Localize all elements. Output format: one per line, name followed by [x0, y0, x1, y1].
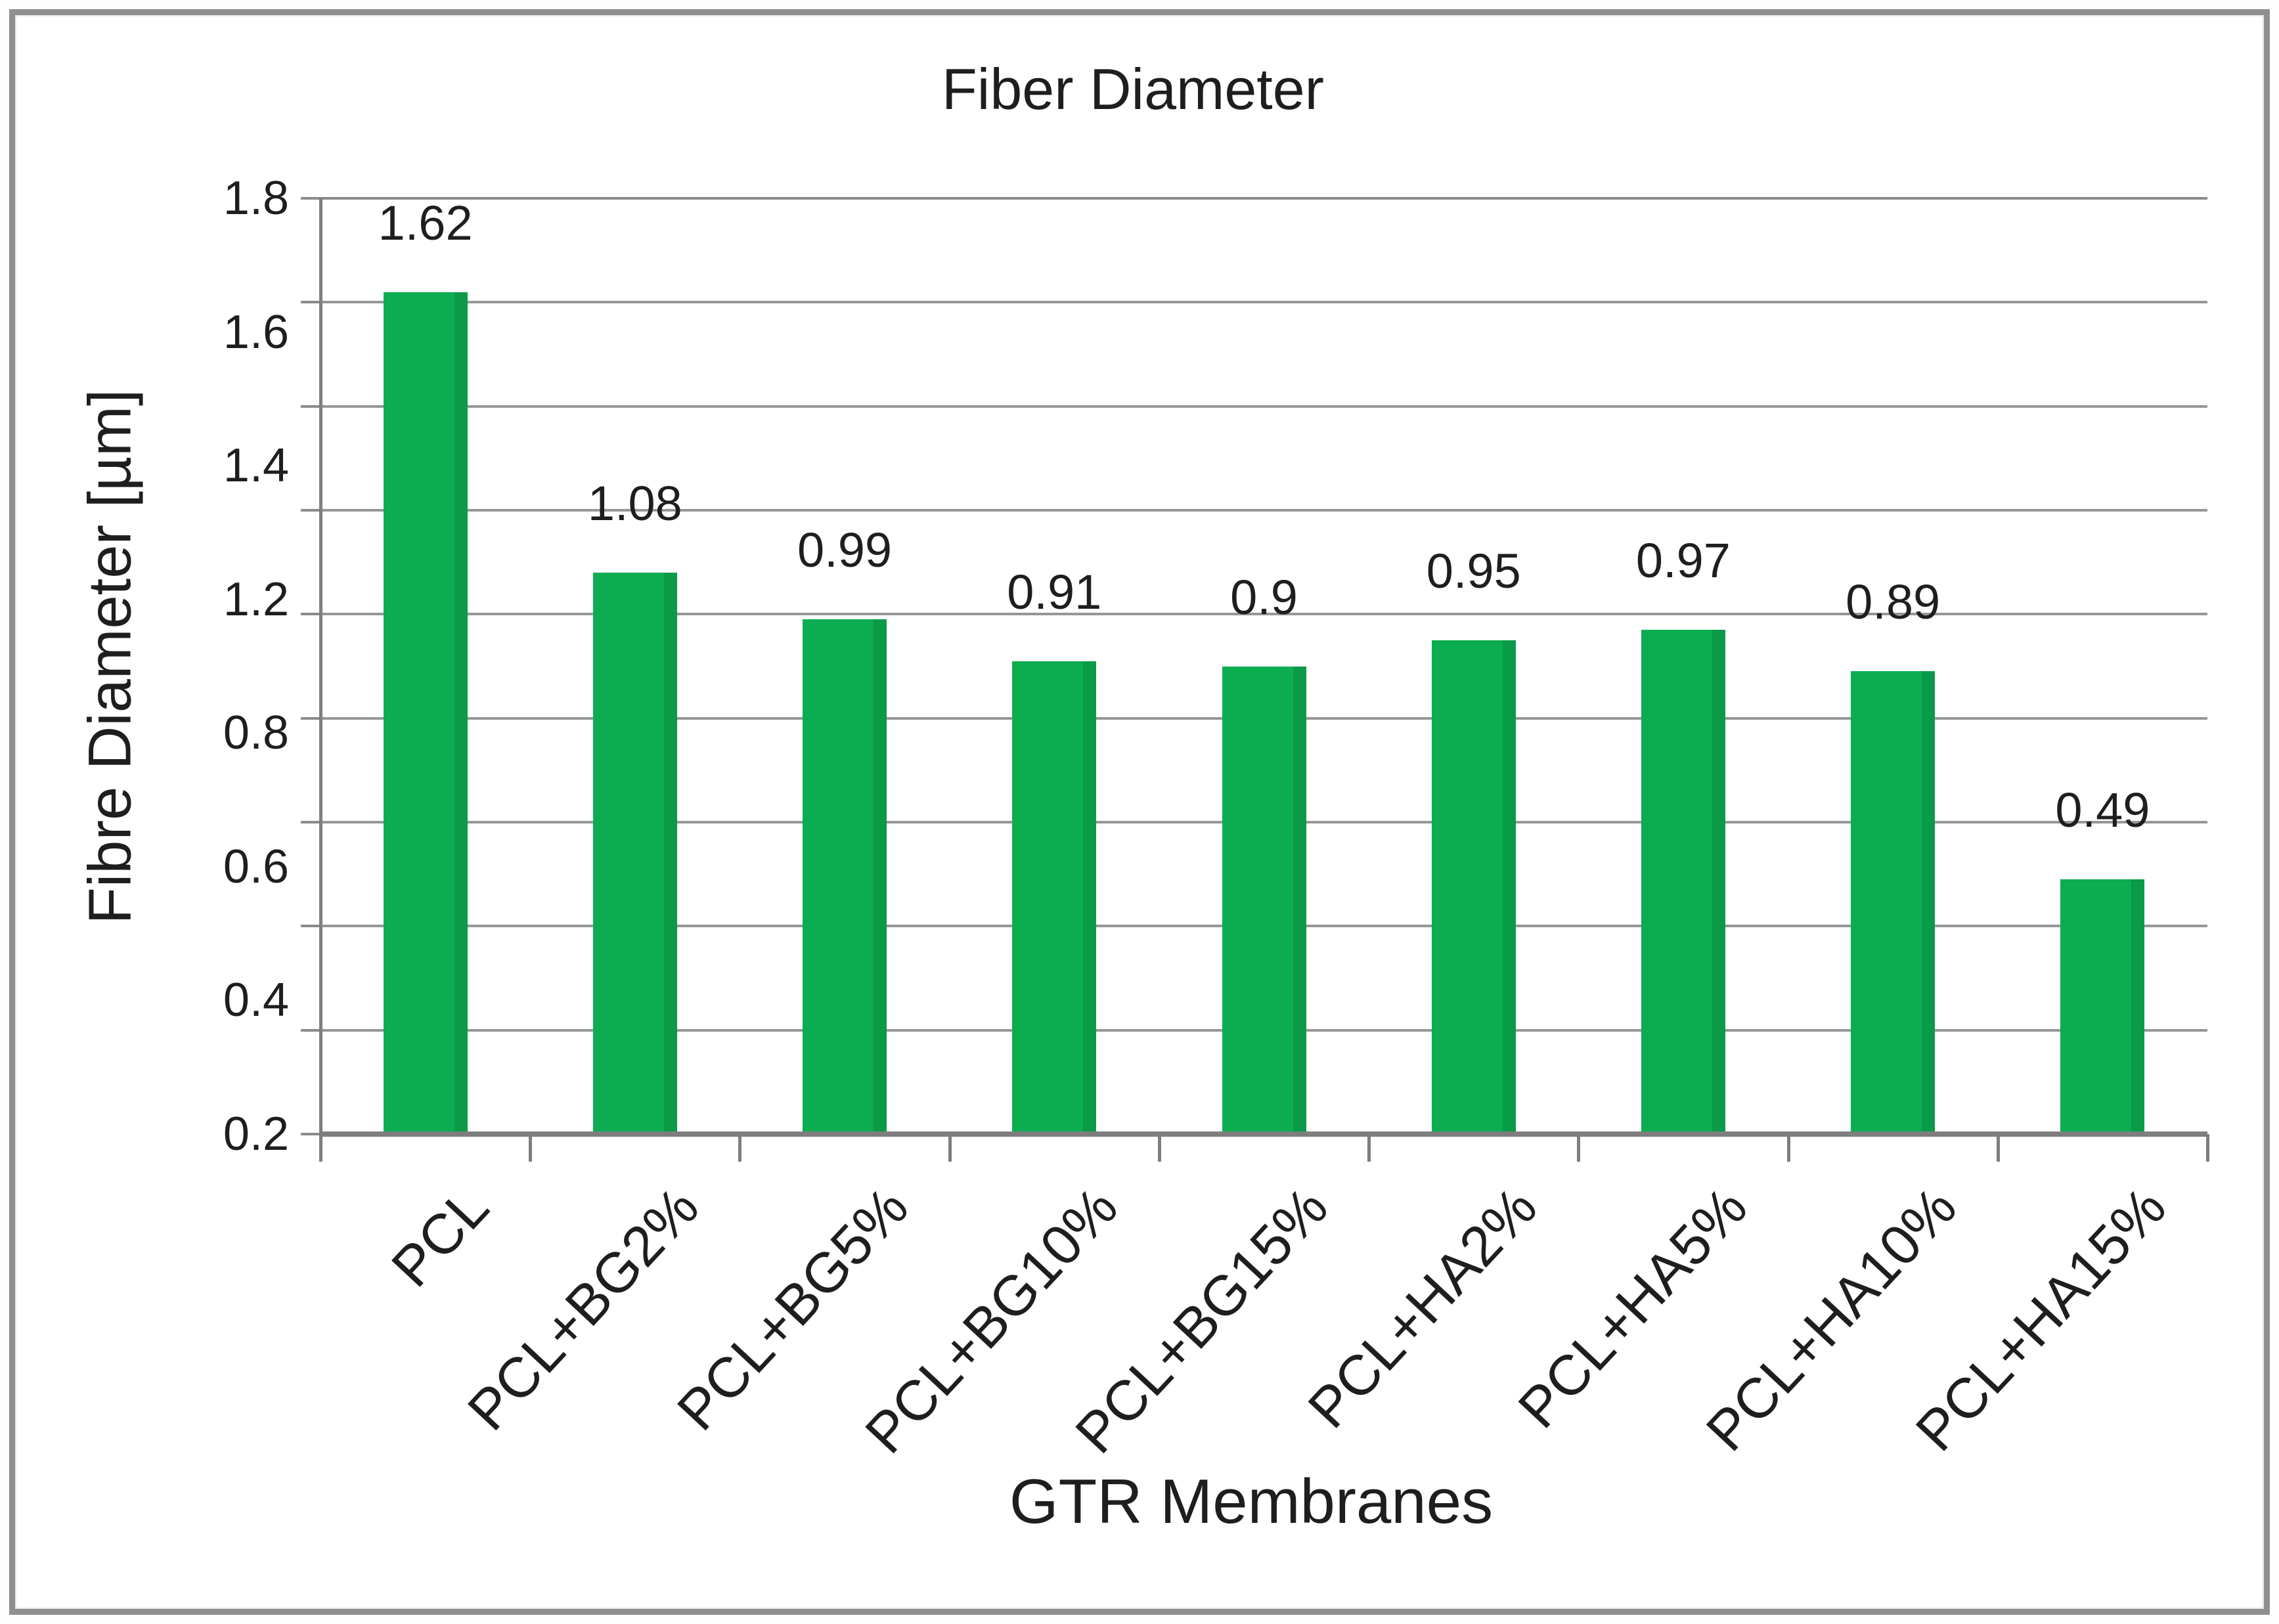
bar [1012, 661, 1097, 1134]
gridline [321, 509, 2207, 512]
x-axis-tick [948, 1134, 952, 1162]
bar-value-label: 1.62 [378, 195, 473, 250]
y-axis-tick [301, 716, 321, 720]
y-axis-tick [301, 613, 321, 616]
x-axis-line [321, 1131, 2207, 1137]
gridline [321, 301, 2207, 304]
y-tick-label: 0.6 [223, 840, 289, 893]
chart-title: Fiber Diameter [942, 56, 1324, 121]
y-axis-line [319, 198, 322, 1147]
bar-value-label: 0.97 [1635, 533, 1731, 588]
x-axis-tick [1577, 1134, 1581, 1162]
bar-value-label: 1.08 [587, 476, 682, 531]
y-axis-tick [301, 405, 321, 408]
x-axis-tick [1996, 1134, 2000, 1162]
x-axis-tick [1157, 1134, 1161, 1162]
bar [1641, 630, 1725, 1134]
bar [1222, 666, 1306, 1134]
bar [2060, 879, 2145, 1134]
x-axis-tick [1786, 1134, 1790, 1162]
x-axis-tick [738, 1134, 742, 1162]
y-axis-tick [301, 821, 321, 823]
x-axis-tick [529, 1134, 533, 1162]
bar-value-label: 0.95 [1426, 543, 1521, 598]
y-tick-label: 1.2 [223, 573, 289, 626]
y-tick-label: 1.6 [223, 305, 289, 359]
gridline [321, 405, 2207, 408]
bar-value-label: 0.99 [797, 523, 893, 578]
bar [1851, 671, 1936, 1134]
x-axis-tick [2206, 1134, 2209, 1162]
y-axis-tick [301, 301, 321, 304]
gridline [321, 613, 2207, 616]
x-axis-title: GTR Membranes [1009, 1466, 1494, 1537]
y-axis-tick [301, 197, 321, 200]
plot-top-border [321, 197, 2207, 200]
bar-value-label: 0.9 [1230, 569, 1298, 625]
x-axis-tick [1367, 1134, 1371, 1162]
y-tick-label: 1.4 [223, 439, 289, 493]
y-axis-title: Fibre Diameter [µm] [76, 389, 144, 925]
y-tick-label: 0.4 [223, 974, 289, 1027]
x-axis-tick [319, 1134, 322, 1162]
y-tick-label: 0.2 [223, 1108, 289, 1160]
y-tick-label: 0.8 [223, 707, 289, 760]
y-axis-tick [301, 925, 321, 928]
y-axis-tick [301, 509, 321, 512]
bar [383, 292, 468, 1134]
y-axis-tick [301, 1028, 321, 1032]
y-axis-tick [301, 1133, 321, 1135]
bar-value-label: 0.89 [1846, 575, 1941, 630]
y-tick-label: 1.8 [223, 172, 289, 225]
bar [1431, 640, 1516, 1134]
bar [592, 573, 677, 1134]
bar [803, 619, 887, 1134]
bar-value-label: 0.49 [2055, 783, 2150, 838]
bar-value-label: 0.91 [1007, 564, 1102, 619]
